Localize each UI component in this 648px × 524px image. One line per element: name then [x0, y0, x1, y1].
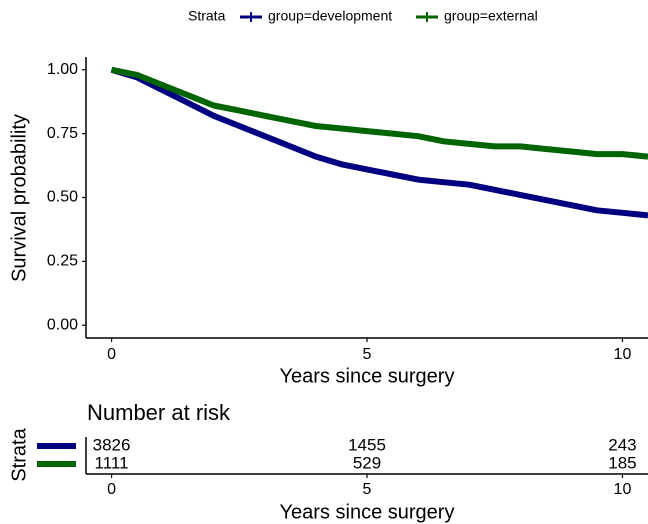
y-tick-label: 0.25	[47, 253, 78, 270]
risk-count: 1455	[348, 435, 386, 454]
y-tick-label: 0.50	[47, 189, 78, 206]
table-y-title: Strata	[8, 427, 30, 481]
y-tick-label: 0.75	[47, 125, 78, 142]
strata-swatch	[37, 443, 76, 449]
risk-count: 529	[353, 453, 381, 472]
x-tick-label: 0	[107, 346, 116, 363]
x-tick-label: 5	[363, 481, 372, 498]
legend-label: group=development	[268, 8, 392, 24]
risk-count: 185	[608, 453, 636, 472]
risk-count: 1111	[95, 453, 129, 472]
strata-swatch	[37, 461, 76, 467]
y-tick-label: 1.00	[47, 61, 78, 78]
y-axis-title: Survival probability	[8, 114, 30, 282]
survival-curve	[110, 66, 648, 160]
table-title: Number at risk	[87, 400, 231, 425]
x-tick-label: 10	[614, 481, 632, 498]
survival-curve	[110, 66, 648, 219]
y-tick-label: 0.00	[47, 316, 78, 333]
x-tick-label: 10	[614, 346, 632, 363]
legend-label: group=external	[444, 8, 538, 24]
risk-count: 3826	[93, 435, 131, 454]
legend-title: Strata	[188, 8, 226, 24]
x-tick-label: 5	[363, 346, 372, 363]
x-axis-title: Years since surgery	[280, 365, 455, 387]
x-tick-label: 0	[107, 481, 116, 498]
risk-count: 243	[608, 435, 636, 454]
table-x-title: Years since surgery	[280, 501, 455, 523]
